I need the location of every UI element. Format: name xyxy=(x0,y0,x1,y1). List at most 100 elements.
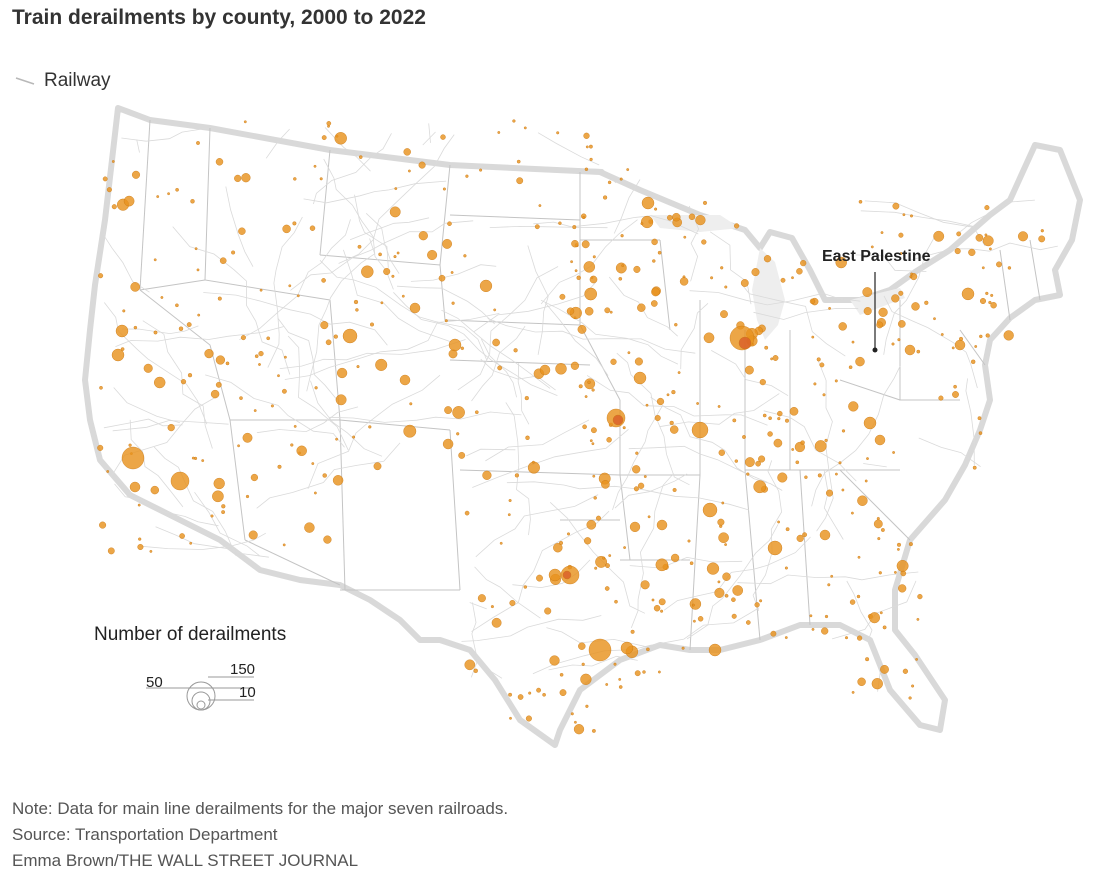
derailment-bubble xyxy=(532,460,535,464)
derailment-bubble xyxy=(681,646,685,650)
derailment-bubble xyxy=(637,303,646,312)
derailment-bubble xyxy=(981,266,985,270)
derailment-bubble xyxy=(721,501,725,505)
state-border xyxy=(139,119,151,291)
derailment-bubble xyxy=(592,255,596,259)
size-legend: 50 150 10 xyxy=(146,661,256,711)
derailment-bubble xyxy=(240,335,246,341)
derailment-bubble xyxy=(525,715,532,722)
derailment-bubble xyxy=(1003,330,1014,341)
derailment-bubble xyxy=(655,558,669,572)
derailment-bubble xyxy=(610,358,617,365)
derailment-bubble xyxy=(383,268,391,276)
railway-segment xyxy=(659,393,780,428)
derailment-bubble xyxy=(609,310,613,314)
derailment-bubble xyxy=(602,556,606,560)
derailment-bubble xyxy=(322,473,327,478)
derailment-bubble xyxy=(627,351,631,355)
railway-segment xyxy=(277,318,338,400)
railway-segment xyxy=(680,303,709,370)
derailment-bubble xyxy=(672,488,677,493)
derailment-bubble xyxy=(581,240,590,249)
derailment-bubble xyxy=(718,532,729,544)
derailment-bubble xyxy=(863,307,872,316)
railway-segment xyxy=(663,536,811,611)
railway-segment xyxy=(540,299,679,365)
derailment-bubble xyxy=(975,233,984,242)
derailment-bubble xyxy=(988,300,992,305)
derailment-bubble xyxy=(878,571,882,575)
derailment-bubble xyxy=(869,612,881,624)
derailment-bubble xyxy=(361,265,374,278)
derailment-bubble xyxy=(643,475,647,478)
derailment-bubble xyxy=(849,599,856,605)
derailment-bubble xyxy=(733,223,740,229)
derailment-bubble xyxy=(111,204,117,210)
railway-segment xyxy=(544,302,609,376)
derailment-bubble xyxy=(573,724,585,735)
derailment-bubble xyxy=(630,629,635,634)
derailment-bubble xyxy=(768,416,772,421)
derailment-bubble xyxy=(784,636,788,639)
railway-segment xyxy=(114,483,219,527)
size-legend-label-50: 50 xyxy=(146,674,163,691)
derailment-bubble xyxy=(933,230,945,242)
derailment-bubble xyxy=(1040,229,1044,233)
derailment-bubble xyxy=(637,482,645,489)
derailment-bubble xyxy=(378,252,382,257)
derailment-bubble xyxy=(855,356,865,367)
derailment-bubble xyxy=(497,131,501,134)
railway-segment xyxy=(303,180,447,204)
derailment-bubble xyxy=(759,599,763,603)
derailment-bubble xyxy=(370,322,375,327)
derailment-bubble xyxy=(646,647,650,652)
derailment-bubble xyxy=(442,187,446,191)
derailment-bubble xyxy=(634,357,643,366)
derailment-bubble xyxy=(898,232,904,238)
derailment-bubble xyxy=(618,685,623,689)
derailment-bubble xyxy=(672,212,681,222)
railway-segment xyxy=(279,339,466,369)
derailment-bubble xyxy=(916,618,920,621)
derailment-bubble xyxy=(671,390,676,395)
derailment-bubble xyxy=(517,694,524,700)
derailment-bubble xyxy=(389,206,401,218)
derailment-bubble xyxy=(876,517,880,521)
derailment-bubble xyxy=(862,287,873,297)
derailment-bubble xyxy=(574,269,578,273)
derailment-bubble xyxy=(491,617,502,628)
lake-superior xyxy=(650,215,740,232)
derailment-bubble xyxy=(464,659,476,671)
derailment-bubble xyxy=(653,605,661,612)
derailment-bubble xyxy=(492,338,500,347)
derailment-bubble xyxy=(333,334,338,339)
derailment-bubble xyxy=(651,238,658,246)
derailment-bubble xyxy=(327,124,330,128)
railway-segment xyxy=(469,602,487,610)
derailment-bubble xyxy=(878,307,888,317)
derailment-bubble xyxy=(880,231,884,235)
derailment-bubble xyxy=(325,339,332,346)
derailment-bubble xyxy=(777,417,781,421)
derailment-bubble xyxy=(149,550,153,553)
derailment-bubble xyxy=(311,462,315,465)
derailment-bubble xyxy=(516,177,524,185)
derailment-bubble xyxy=(403,148,411,156)
derailment-bubble xyxy=(724,285,728,289)
size-legend-circle-150 xyxy=(186,681,216,711)
state-border xyxy=(244,539,341,586)
railway-segment xyxy=(883,295,978,389)
railway-segment xyxy=(823,469,844,540)
derailment-bubble xyxy=(539,364,551,376)
derailment-bubble xyxy=(189,541,193,545)
derailment-bubble xyxy=(591,442,595,446)
derailment-bubble xyxy=(746,472,750,476)
derailment-bubble xyxy=(910,214,914,218)
derailment-bubble xyxy=(985,291,989,295)
derailment-bubble xyxy=(586,520,597,530)
railway-segment xyxy=(287,335,349,451)
derailment-bubble xyxy=(911,302,920,311)
derailment-bubble xyxy=(258,351,264,357)
derailment-bubble xyxy=(574,720,577,724)
derailment-bubble xyxy=(767,540,783,556)
